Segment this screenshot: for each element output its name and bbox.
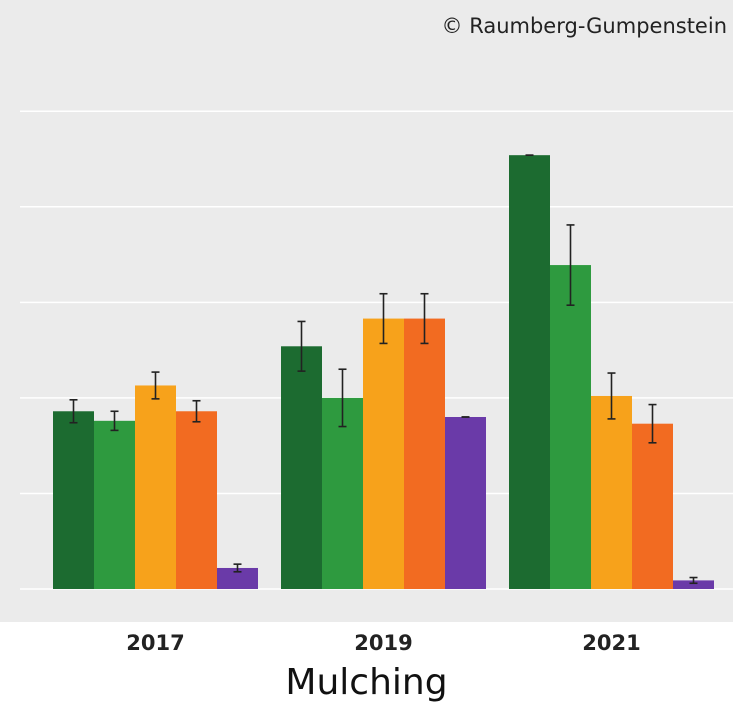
copyright-notice: © Raumberg-Gumpenstein <box>441 14 727 38</box>
error-bars <box>69 154 698 585</box>
error-bar-2017-series-3 <box>151 371 160 400</box>
bar-2017-series-3 <box>135 385 176 589</box>
error-bar-2021-series-4 <box>648 403 657 444</box>
bar-2019-series-3 <box>363 318 404 589</box>
bar-2017-series-1 <box>53 411 94 589</box>
x-axis-label: Mulching <box>285 662 448 703</box>
error-bar-2021-series-2 <box>566 224 575 307</box>
bar-2019-series-1 <box>281 346 322 589</box>
error-bar-2019-series-2 <box>338 368 347 428</box>
error-bar-2017-series-5 <box>233 563 242 573</box>
error-bar-2017-series-4 <box>192 399 201 423</box>
error-bar-2021-series-5 <box>689 576 698 585</box>
error-bar-2019-series-3 <box>379 292 388 345</box>
bar-2021-series-1 <box>509 155 550 589</box>
bar-2021-series-4 <box>632 423 673 589</box>
x-tick-label-2019: 2019 <box>354 631 412 655</box>
x-tick-label-2021: 2021 <box>582 631 640 655</box>
bar-2021-series-2 <box>550 265 591 589</box>
bar-2019-series-5 <box>445 417 486 589</box>
bar-2017-series-4 <box>176 411 217 589</box>
error-bar-2017-series-2 <box>110 410 119 432</box>
error-bar-2019-series-1 <box>297 320 306 372</box>
bar-2021-series-3 <box>591 395 632 589</box>
bar-2021-series-5 <box>673 580 714 589</box>
error-bar-2017-series-1 <box>69 398 78 424</box>
bar-2017-series-2 <box>94 420 135 589</box>
bars <box>53 155 714 589</box>
error-bar-2021-series-3 <box>607 372 616 420</box>
error-bar-2019-series-4 <box>420 292 429 345</box>
x-tick-labels: 2017 2019 2021 <box>126 631 640 655</box>
bar-2017-series-5 <box>217 567 258 589</box>
bar-2019-series-2 <box>322 397 363 589</box>
x-tick-label-2017: 2017 <box>126 631 184 655</box>
bar-2019-series-4 <box>404 318 445 589</box>
